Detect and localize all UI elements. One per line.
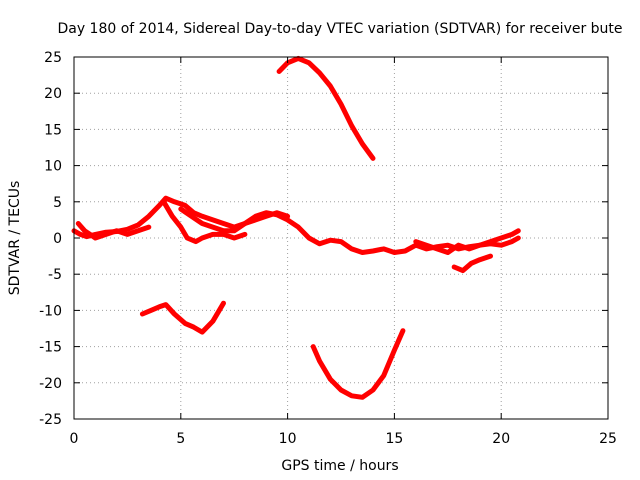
y-tick-label: 25: [44, 50, 62, 66]
x-axis-label: GPS time / hours: [281, 458, 398, 474]
y-tick-label: -10: [39, 303, 62, 319]
x-tick-label: 0: [70, 431, 79, 447]
y-tick-label: -15: [39, 340, 62, 356]
x-tick-label: 15: [385, 431, 403, 447]
y-tick-label: 15: [44, 122, 62, 138]
x-tick-label: 20: [492, 431, 510, 447]
y-tick-label: 0: [53, 231, 62, 247]
y-tick-label: -25: [39, 412, 62, 428]
series-line-track-7: [276, 55, 376, 161]
tick-labels: 0 5 10 15 20 25 -25 -20 -15 -10 -5 0 5 10 15 20 25: [39, 50, 617, 447]
y-tick-label: 20: [44, 86, 62, 102]
series-layer: [71, 55, 521, 400]
series-line-track-9: [310, 328, 406, 400]
series-line-track-5: [413, 228, 521, 255]
series-line-track-4: [178, 206, 291, 234]
series-line-track-8: [139, 300, 226, 335]
chart-title: Day 180 of 2014, Sidereal Day-to-day VTE…: [57, 21, 622, 37]
y-tick-label: -5: [48, 267, 62, 283]
x-tick-label: 5: [176, 431, 185, 447]
x-tick-label: 10: [279, 431, 297, 447]
series-line-track-6: [451, 253, 493, 274]
x-tick-label: 25: [599, 431, 617, 447]
ticks: [73, 56, 609, 420]
y-axis-label: SDTVAR / TECUs: [7, 181, 23, 296]
series-line-track-1: [71, 195, 521, 255]
series-line-track-2: [75, 221, 152, 241]
y-tick-label: 5: [53, 195, 62, 211]
y-tick-label: 10: [44, 159, 62, 175]
y-tick-label: -20: [39, 376, 62, 392]
series-line-track-3: [161, 199, 248, 245]
